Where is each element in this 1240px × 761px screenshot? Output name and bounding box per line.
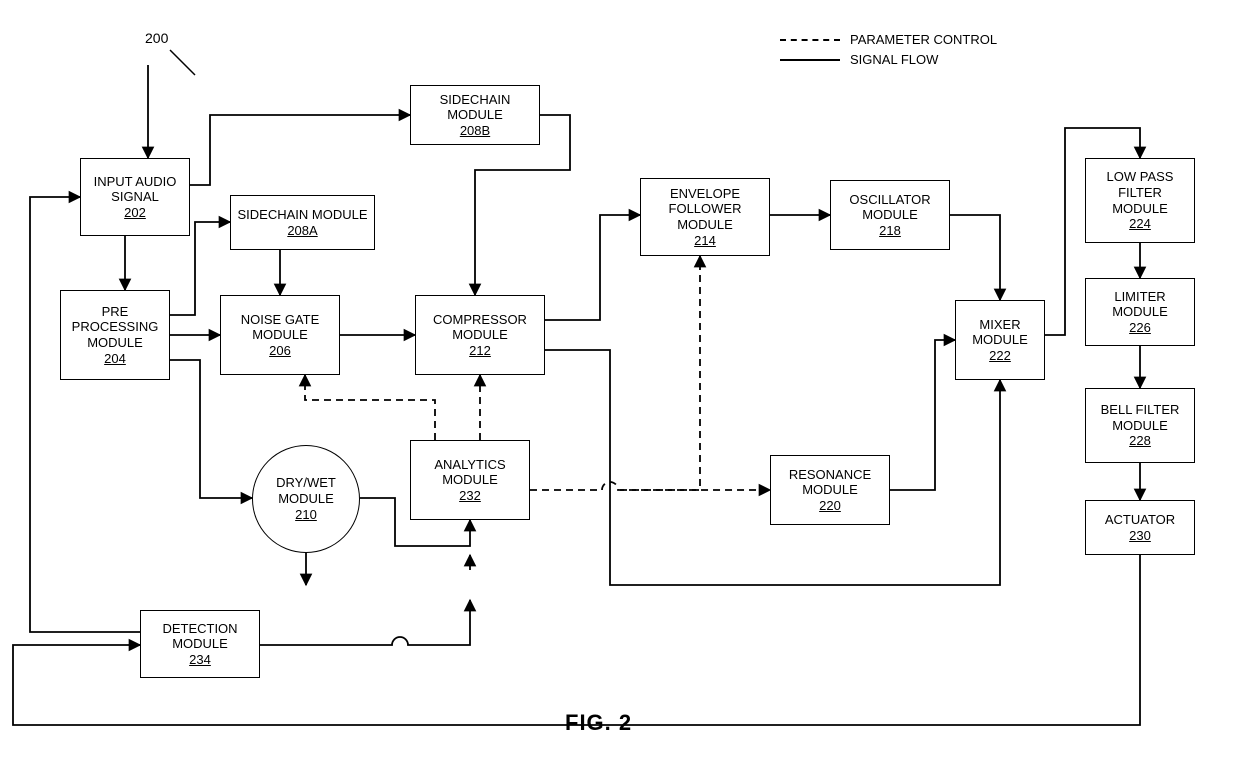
node-mixer-label: MIXER MODULE: [962, 317, 1038, 348]
node-gate: NOISE GATE MODULE206: [220, 295, 340, 375]
node-env-number: 214: [694, 233, 716, 249]
node-comp: COMPRESSOR MODULE212: [415, 295, 545, 375]
node-scA: SIDECHAIN MODULE208A: [230, 195, 375, 250]
node-detect-number: 234: [189, 652, 211, 668]
legend-dashed-line-icon: [780, 39, 840, 41]
edge-comp-env: [545, 215, 640, 320]
edge-analytics-env: [620, 256, 700, 490]
node-analytics-number: 232: [459, 488, 481, 504]
edge-osc-mixer: [950, 215, 1000, 300]
node-input-label: INPUT AUDIO SIGNAL: [87, 174, 183, 205]
edge-detect-input: [30, 197, 140, 632]
node-bell-label: BELL FILTER MODULE: [1092, 402, 1188, 433]
node-scB-number: 208B: [460, 123, 490, 139]
node-scB-label: SIDECHAIN MODULE: [417, 92, 533, 123]
legend-parameter-label: PARAMETER CONTROL: [850, 32, 997, 47]
node-lpf: LOW PASS FILTER MODULE224: [1085, 158, 1195, 243]
edge-analytics-gate: [305, 375, 435, 440]
node-analytics-label: ANALYTICS MODULE: [417, 457, 523, 488]
node-detect-label: DETECTION MODULE: [147, 621, 253, 652]
node-res: RESONANCE MODULE220: [770, 455, 890, 525]
node-osc-label: OSCILLATOR MODULE: [837, 192, 943, 223]
node-bell-number: 228: [1129, 433, 1151, 449]
node-osc: OSCILLATOR MODULE218: [830, 180, 950, 250]
node-lim-label: LIMITER MODULE: [1092, 289, 1188, 320]
node-env-label: ENVELOPE FOLLOWER MODULE: [647, 186, 763, 233]
node-lim-number: 226: [1129, 320, 1151, 336]
node-gate-number: 206: [269, 343, 291, 359]
node-comp-number: 212: [469, 343, 491, 359]
node-pre-number: 204: [104, 351, 126, 367]
node-detect: DETECTION MODULE234: [140, 610, 260, 678]
edge-analytics-res: [530, 482, 770, 490]
node-act-label: ACTUATOR: [1105, 512, 1175, 528]
node-pre: PRE PROCESSING MODULE204: [60, 290, 170, 380]
legend-signal-label: SIGNAL FLOW: [850, 52, 938, 67]
legend-signal-flow: SIGNAL FLOW: [780, 52, 938, 67]
node-mixer-number: 222: [989, 348, 1011, 364]
node-scB: SIDECHAIN MODULE208B: [410, 85, 540, 145]
legend-parameter-control: PARAMETER CONTROL: [780, 32, 997, 47]
node-analytics: ANALYTICS MODULE232: [410, 440, 530, 520]
node-res-label: RESONANCE MODULE: [777, 467, 883, 498]
node-act: ACTUATOR230: [1085, 500, 1195, 555]
node-drywet: DRY/WET MODULE210: [252, 445, 360, 553]
node-osc-number: 218: [879, 223, 901, 239]
node-mixer: MIXER MODULE222: [955, 300, 1045, 380]
ref-tick-line: [170, 50, 195, 75]
edge-res-mixer: [890, 340, 955, 490]
ref-number-200: 200: [145, 30, 168, 46]
node-res-number: 220: [819, 498, 841, 514]
figure-label: FIG. 2: [565, 710, 632, 736]
node-lpf-number: 224: [1129, 216, 1151, 232]
node-lpf-label: LOW PASS FILTER MODULE: [1092, 169, 1188, 216]
node-scA-number: 208A: [287, 223, 317, 239]
node-input: INPUT AUDIO SIGNAL202: [80, 158, 190, 236]
edge-detect-analytics: [260, 600, 470, 645]
node-env: ENVELOPE FOLLOWER MODULE214: [640, 178, 770, 256]
node-drywet-number: 210: [295, 507, 317, 523]
edge-input-scB: [190, 115, 410, 185]
node-lim: LIMITER MODULE226: [1085, 278, 1195, 346]
diagram-canvas: 200 PARAMETER CONTROL SIGNAL FLOW FIG. 2…: [0, 0, 1240, 761]
node-comp-label: COMPRESSOR MODULE: [422, 312, 538, 343]
node-act-number: 230: [1129, 528, 1151, 544]
legend-solid-line-icon: [780, 59, 840, 61]
node-gate-label: NOISE GATE MODULE: [227, 312, 333, 343]
node-bell: BELL FILTER MODULE228: [1085, 388, 1195, 463]
edge-pre-drywet: [170, 360, 252, 498]
node-drywet-label: DRY/WET MODULE: [253, 475, 359, 508]
node-pre-label: PRE PROCESSING MODULE: [67, 304, 163, 351]
node-input-number: 202: [124, 205, 146, 221]
node-scA-label: SIDECHAIN MODULE: [237, 207, 367, 223]
